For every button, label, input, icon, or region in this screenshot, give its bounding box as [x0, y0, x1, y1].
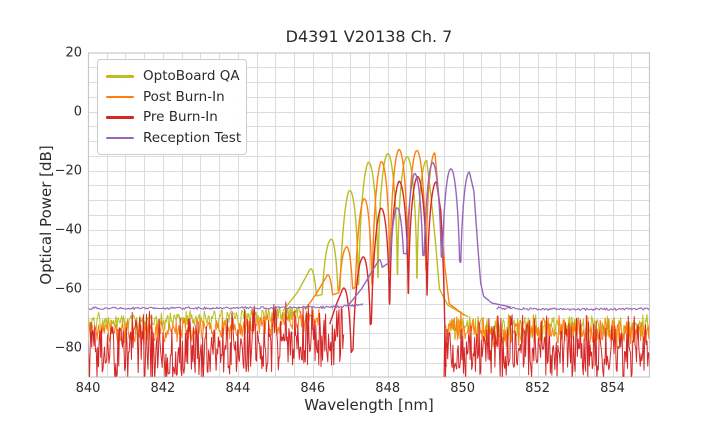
y-tick-label: −20 [54, 163, 82, 179]
y-tick-label: 0 [73, 104, 82, 120]
x-tick-label: 840 [75, 381, 101, 396]
legend-item: Post Burn-In [106, 87, 236, 108]
legend-item: Pre Burn-In [106, 107, 236, 128]
legend-item-label: Pre Burn-In [143, 109, 218, 126]
y-tick-label: −80 [54, 340, 82, 356]
legend-swatch-line [106, 95, 134, 98]
y-tick-label: 20 [65, 45, 82, 60]
y-axis-label: Optical Power [dB] [37, 145, 55, 285]
legend-item-label: Reception Test [143, 129, 242, 146]
legend-item: Reception Test [106, 128, 241, 149]
x-tick-label: 848 [375, 381, 401, 396]
y-tick-label: −40 [54, 222, 82, 238]
legend-swatch-line [106, 116, 134, 119]
x-tick-label: 842 [150, 381, 176, 396]
legend: OptoBoard QA Post Burn-In Pre Burn-In Recep… [97, 59, 247, 155]
legend-item-label: OptoBoard QA [143, 68, 240, 85]
legend-swatch-line [106, 75, 134, 78]
legend-item-label: Post Burn-In [143, 88, 225, 105]
x-tick-label: 852 [525, 381, 551, 396]
x-tick-label: 846 [300, 381, 326, 396]
x-tick-label: 844 [225, 381, 251, 396]
legend-item: OptoBoard QA [106, 66, 240, 87]
x-tick-label: 850 [450, 381, 476, 396]
legend-swatch-line [106, 136, 134, 139]
y-tick-label: −60 [54, 281, 82, 297]
chart-title: D4391 V20138 Ch. 7 [285, 27, 453, 46]
x-axis-label: Wavelength [nm] [304, 396, 434, 414]
x-tick-label: 854 [600, 381, 625, 396]
